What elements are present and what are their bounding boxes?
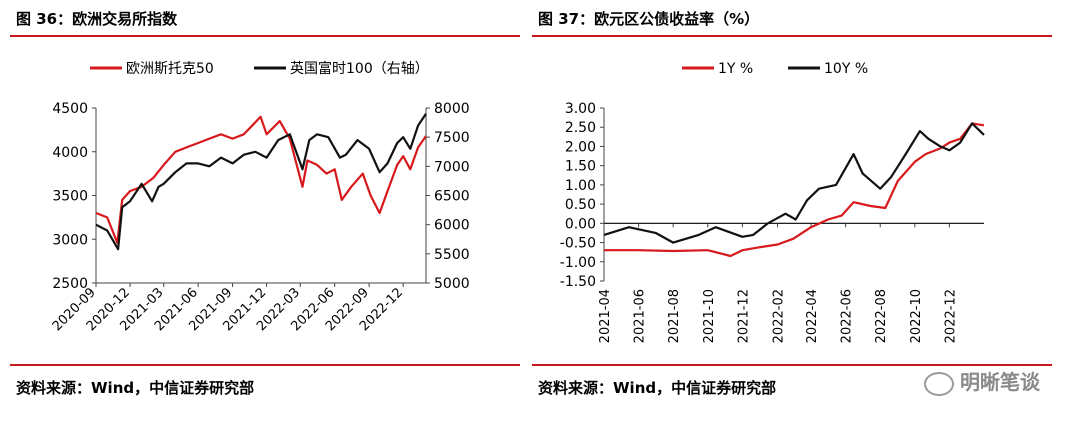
chart-euro-yields: 1Y % 10Y % 3.00 2.50 2.00 1.50 1.00 0.50 0.00 -… (560, 61, 985, 343)
y-right-tick-label: 6500 (434, 189, 470, 205)
watermark-text: 明晰笔谈 (960, 370, 1040, 394)
source-rule (10, 364, 520, 366)
y-tick-label: -1.00 (560, 255, 596, 271)
y-right-tick-label: 5000 (434, 276, 470, 292)
x-tick-label: 2021-08 (667, 289, 682, 343)
legend: 欧洲斯托克50 英国富时100（右轴） (90, 60, 429, 77)
panel-euro-yields: 图 37：欧元区公债收益率（%） 1Y % 10Y % 3.00 2.50 2.00… (532, 0, 1052, 424)
x-tick-label: 2021-04 (598, 289, 613, 343)
x-tick-label: 2021-06 (633, 289, 648, 343)
x-tick-label: 2022-02 (772, 289, 787, 343)
title-rule (10, 35, 520, 37)
y-tick-label: 2.00 (565, 139, 596, 155)
x-tick-label: 2022-08 (874, 289, 889, 343)
source-rule (532, 364, 1052, 366)
y-tick-label: 1.00 (565, 178, 596, 194)
x-tick-label: 2022-06 (840, 289, 855, 343)
series-line-ftse100 (95, 113, 427, 251)
y-tick-label: 3.00 (565, 101, 596, 117)
source-note: 资料来源：Wind，中信证券研究部 (538, 379, 777, 397)
legend-label-ftse100: 英国富时100（右轴） (290, 60, 429, 77)
panel-euro-indices: 图 36：欧洲交易所指数 欧洲斯托克50 英国富时100（右轴） 4500 400… (10, 0, 530, 424)
legend: 1Y % 10Y % (682, 61, 868, 77)
chart-title: 图 37：欧元区公债收益率（%） (538, 10, 760, 28)
series-line-1y (604, 122, 985, 258)
x-tick-label: 2022-10 (909, 289, 924, 343)
wechat-icon (924, 371, 954, 396)
title-rule (532, 35, 1052, 37)
x-tick-label: 2021-10 (702, 289, 717, 343)
y-tick-label: 1.50 (565, 159, 596, 175)
y-right-tick-label: 7000 (434, 159, 470, 175)
y-left-tick-label: 4000 (52, 145, 88, 161)
y-tick-label: -0.50 (560, 236, 596, 252)
chart-title: 图 36：欧洲交易所指数 (16, 10, 178, 28)
legend-label-1y: 1Y % (718, 61, 753, 77)
y-left-tick-label: 3000 (52, 232, 88, 248)
y-tick-label: 2.50 (565, 120, 596, 136)
legend-label-stoxx50: 欧洲斯托克50 (126, 61, 214, 77)
series-line-10y (603, 122, 985, 244)
y-left-tick-label: 4500 (52, 101, 88, 117)
legend-label-10y: 10Y % (824, 61, 868, 77)
x-tick-label: 2022-12 (943, 289, 958, 343)
y-right-tick-label: 5500 (434, 247, 470, 263)
x-tick-label: 2021-12 (736, 289, 751, 343)
y-tick-label: -1.50 (560, 274, 596, 290)
y-left-tick-label: 2500 (52, 276, 88, 292)
source-note: 资料来源：Wind，中信证券研究部 (16, 379, 255, 397)
y-right-tick-label: 6000 (434, 218, 470, 234)
y-right-tick-label: 8000 (434, 101, 470, 117)
y-tick-label: 0.00 (565, 216, 596, 232)
series-line-stoxx50 (95, 115, 427, 244)
watermark: 明晰笔谈 (924, 366, 1040, 396)
y-left-tick-label: 3500 (52, 189, 88, 205)
x-tick-label: 2022-04 (805, 289, 820, 343)
y-tick-label: 0.50 (565, 197, 596, 213)
y-right-tick-label: 7500 (434, 130, 470, 146)
chart-euro-indices: 欧洲斯托克50 英国富时100（右轴） 4500 4000 3500 3000 2500… (50, 60, 470, 334)
